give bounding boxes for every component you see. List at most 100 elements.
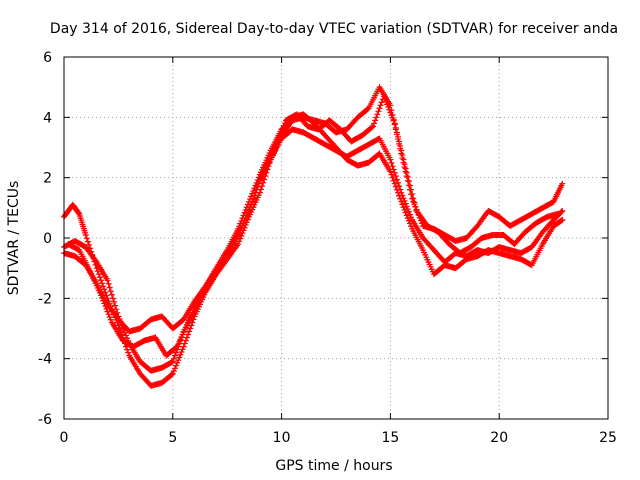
interp-point bbox=[406, 220, 413, 227]
y-tick-label: -6 bbox=[38, 412, 52, 428]
data-point bbox=[380, 93, 387, 100]
interp-point bbox=[374, 136, 381, 143]
interp-point bbox=[124, 326, 131, 333]
interp-point bbox=[388, 171, 395, 178]
interp-point bbox=[103, 305, 110, 312]
interp-point bbox=[260, 179, 267, 186]
interp-point bbox=[107, 316, 114, 323]
x-tick-label: 15 bbox=[381, 430, 399, 446]
series-track-1 bbox=[61, 84, 566, 389]
data-point bbox=[398, 198, 405, 205]
interp-point bbox=[387, 109, 394, 116]
interp-point bbox=[124, 346, 131, 353]
interp-point bbox=[395, 133, 402, 140]
interp-point bbox=[106, 284, 113, 291]
interp-point bbox=[256, 177, 263, 184]
interp-point bbox=[383, 98, 390, 105]
interp-point bbox=[170, 355, 177, 362]
interp-point bbox=[257, 174, 264, 181]
interp-point bbox=[183, 321, 190, 328]
interp-point bbox=[537, 206, 544, 213]
data-point bbox=[402, 165, 409, 172]
interp-point bbox=[171, 352, 178, 359]
interp-point bbox=[384, 101, 391, 108]
interp-point bbox=[390, 117, 397, 124]
interp-point bbox=[253, 186, 260, 193]
interp-point bbox=[548, 219, 555, 226]
interp-point bbox=[252, 189, 259, 196]
interp-point bbox=[82, 229, 89, 236]
interp-point bbox=[364, 106, 371, 113]
interp-point bbox=[80, 242, 87, 249]
interp-point bbox=[136, 368, 143, 375]
interp-point bbox=[389, 174, 396, 181]
interp-point bbox=[391, 180, 398, 187]
x-tick-label: 25 bbox=[599, 430, 617, 446]
interp-point bbox=[319, 140, 326, 147]
interp-point bbox=[251, 192, 258, 199]
interp-point bbox=[375, 108, 382, 115]
interp-point bbox=[116, 325, 123, 332]
interp-point bbox=[302, 120, 309, 127]
interp-point bbox=[408, 214, 415, 221]
data-point bbox=[180, 343, 187, 350]
interp-point bbox=[99, 280, 106, 287]
interp-point bbox=[183, 334, 190, 341]
interp-point bbox=[390, 177, 397, 184]
interp-point bbox=[378, 99, 385, 106]
interp-point bbox=[352, 148, 359, 155]
interp-point bbox=[376, 105, 383, 112]
interp-point bbox=[454, 248, 461, 255]
interp-point bbox=[247, 203, 254, 210]
interp-point bbox=[255, 192, 262, 199]
interp-point bbox=[273, 141, 280, 148]
interp-point bbox=[341, 154, 348, 161]
interp-point bbox=[541, 215, 548, 222]
interp-point bbox=[109, 295, 116, 302]
interp-point bbox=[145, 318, 152, 325]
interp-point bbox=[97, 277, 104, 284]
interp-point bbox=[101, 300, 108, 307]
interp-point bbox=[405, 178, 412, 185]
interp-point bbox=[125, 349, 132, 356]
interp-point bbox=[406, 182, 413, 189]
interp-point bbox=[92, 257, 99, 264]
interp-point bbox=[397, 195, 404, 202]
interp-point bbox=[400, 195, 407, 202]
interp-point bbox=[178, 349, 185, 356]
series-track-4 bbox=[65, 93, 561, 359]
interp-point bbox=[75, 209, 82, 216]
interp-point bbox=[494, 212, 501, 219]
interp-point bbox=[145, 365, 152, 372]
interp-point bbox=[373, 114, 380, 121]
interp-point bbox=[515, 218, 522, 225]
interp-point bbox=[418, 233, 425, 240]
interp-point bbox=[255, 180, 262, 187]
interp-point bbox=[178, 318, 185, 325]
interp-point bbox=[309, 134, 316, 141]
data-points bbox=[61, 84, 566, 389]
interp-point bbox=[418, 244, 425, 251]
interp-point bbox=[393, 186, 400, 193]
axes bbox=[63, 56, 609, 420]
interp-point bbox=[261, 176, 268, 183]
interp-point bbox=[259, 171, 266, 178]
interp-point bbox=[557, 218, 564, 225]
interp-point bbox=[483, 248, 490, 255]
interp-point bbox=[526, 260, 533, 267]
interp-point bbox=[472, 225, 479, 232]
interp-point bbox=[400, 156, 407, 163]
data-point bbox=[391, 120, 398, 127]
interp-point bbox=[175, 357, 182, 364]
interp-point bbox=[205, 279, 212, 286]
interp-point bbox=[248, 201, 255, 208]
interp-point bbox=[280, 122, 287, 129]
interp-point bbox=[173, 349, 180, 356]
interp-point bbox=[404, 206, 411, 213]
interp-point bbox=[509, 239, 516, 246]
interp-point bbox=[433, 227, 440, 234]
interp-point bbox=[254, 183, 261, 190]
interp-point bbox=[410, 195, 417, 202]
interp-point bbox=[96, 289, 103, 296]
interp-point bbox=[167, 372, 174, 379]
